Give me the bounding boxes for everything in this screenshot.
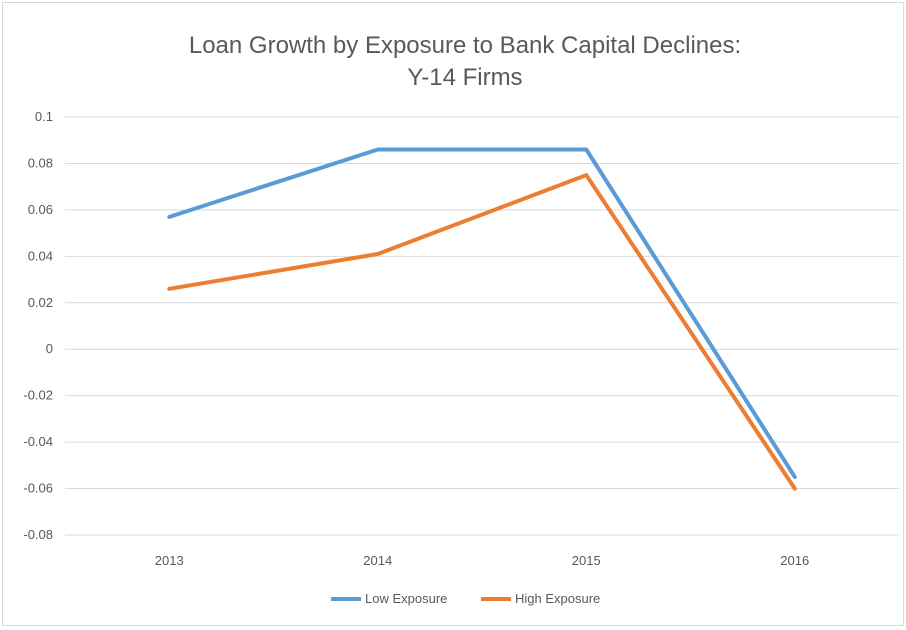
series-line-low-exposure xyxy=(167,147,797,479)
y-tick-label: 0.06 xyxy=(28,202,53,217)
series-line-high-exposure xyxy=(167,173,797,491)
y-tick-label: 0 xyxy=(46,341,53,356)
y-tick-label: -0.04 xyxy=(23,434,53,449)
x-tick-label: 2014 xyxy=(363,553,392,568)
legend-label: Low Exposure xyxy=(365,591,447,606)
y-tick-label: -0.06 xyxy=(23,481,53,496)
chart-title-line-1: Loan Growth by Exposure to Bank Capital … xyxy=(189,32,741,59)
x-tick-label: 2013 xyxy=(155,553,184,568)
legend: Low Exposure High Exposure xyxy=(331,591,600,606)
y-tick-label: -0.02 xyxy=(23,388,53,403)
y-tick-label: 0.1 xyxy=(35,109,53,124)
x-tick-label: 2016 xyxy=(780,553,809,568)
series-lines xyxy=(167,147,797,491)
y-tick-label: 0.08 xyxy=(28,155,53,170)
y-tick-label: -0.08 xyxy=(23,527,53,542)
x-axis-tick-labels: 2013 2014 2015 2016 xyxy=(155,553,809,568)
line-chart: Loan Growth by Exposure to Bank Capital … xyxy=(23,32,899,606)
chart-title-line-2: Y-14 Firms xyxy=(407,64,522,91)
legend-label: High Exposure xyxy=(515,591,600,606)
y-axis-tick-labels: 0.1 0.08 0.06 0.04 0.02 0 -0.02 -0.04 -0.06 -0.08 xyxy=(23,109,53,542)
y-tick-label: 0.02 xyxy=(28,295,53,310)
x-tick-label: 2015 xyxy=(572,553,601,568)
y-tick-label: 0.04 xyxy=(28,248,53,263)
gridlines xyxy=(65,116,899,536)
